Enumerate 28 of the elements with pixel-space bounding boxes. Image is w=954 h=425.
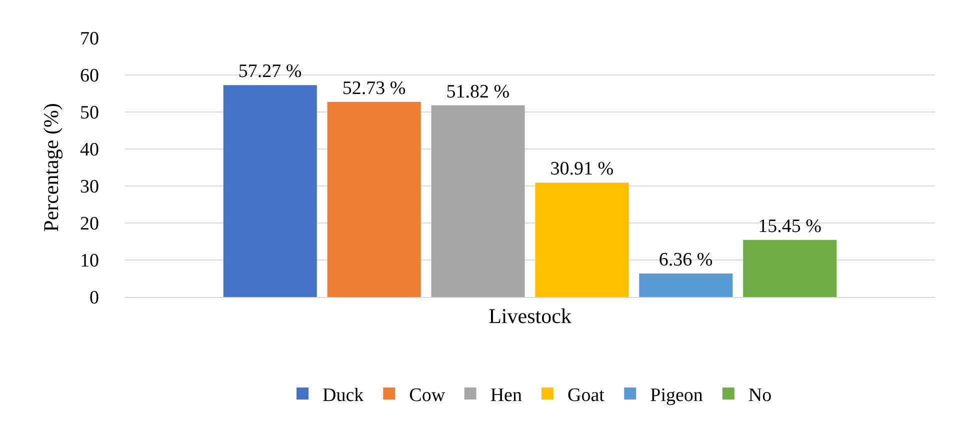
legend-label: No [748, 384, 772, 406]
bar [535, 182, 629, 297]
y-tick-label: 60 [80, 66, 99, 87]
data-label: 52.73 % [342, 78, 406, 99]
data-label: 15.45 % [758, 216, 822, 237]
y-tick-label: 30 [80, 176, 99, 198]
y-tick-label: 20 [80, 214, 99, 235]
x-tick-label: Livestock [488, 304, 572, 328]
data-label: 51.82 % [446, 81, 510, 102]
bar [743, 240, 837, 297]
y-tick-label: 50 [80, 102, 99, 124]
legend-label: Hen [490, 384, 522, 406]
legend-label: Pigeon [650, 384, 704, 406]
bar [223, 85, 317, 297]
y-tick-label: 10 [80, 250, 99, 272]
bar [327, 102, 421, 297]
legend-label: Duck [322, 384, 364, 406]
data-label: 30.91 % [550, 158, 614, 180]
data-label: 6.36 % [658, 249, 713, 270]
data-label: 57.27 % [238, 61, 302, 82]
bar [639, 273, 733, 297]
legend-label: Cow [409, 384, 446, 406]
bar [431, 105, 525, 297]
legend-label: Goat [567, 384, 606, 406]
y-tick-label: 0 [90, 288, 99, 309]
y-tick-label: 70 [80, 28, 99, 50]
y-axis-title: Percentage (%) [39, 103, 64, 232]
y-tick-label: 40 [80, 140, 99, 161]
